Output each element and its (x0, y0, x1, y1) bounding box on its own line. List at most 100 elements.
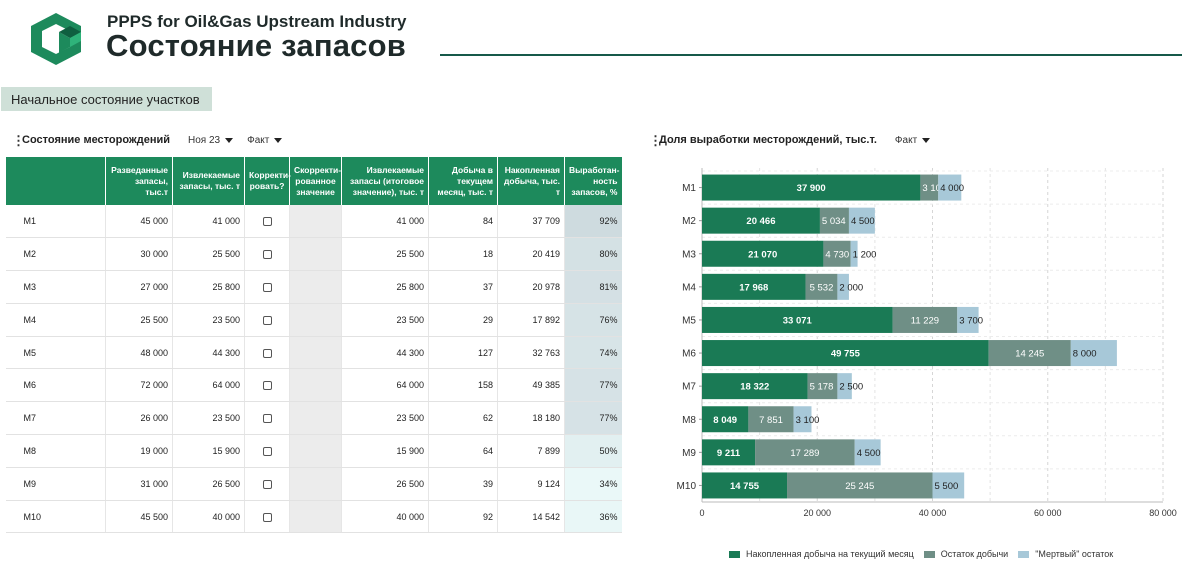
final-recoverable-cell: 25 800 (341, 270, 429, 304)
table-row[interactable]: М4 25 500 23 500 23 500 29 17 892 76% (5, 303, 622, 337)
correct-checkbox[interactable] (262, 381, 272, 391)
depletion-chart: М1 37 900 3 10 4 000 М2 20 466 5 034 4 500 М3 21 … (660, 168, 1188, 573)
field-name-cell: М6 (5, 368, 106, 403)
table-row[interactable]: М9 31 000 26 500 26 500 39 9 124 34% (5, 467, 622, 501)
explored-cell: 45 000 (105, 205, 173, 239)
table-row[interactable]: М5 48 000 44 300 44 300 127 32 763 74% (5, 336, 622, 370)
monthly-production-cell: 18 (428, 237, 498, 272)
corrected-value-input[interactable] (289, 205, 342, 239)
corrected-value-input[interactable] (289, 434, 342, 468)
fields-table: Разведанные запасы, тыс.т Извлекаемые за… (5, 157, 622, 534)
column-header[interactable]: Добыча в текущем месяц, тыс. т (428, 157, 498, 205)
correct-checkbox-cell[interactable] (244, 303, 290, 337)
month-filter-dropdown[interactable]: Ноя 23 (188, 135, 234, 146)
bar-segment (957, 306, 979, 333)
table-row[interactable]: М1 45 000 41 000 41 000 84 37 709 92% (5, 205, 622, 239)
legend-item-cumulative[interactable]: Накопленная добыча на текущий месяц (729, 549, 914, 559)
correct-checkbox-cell[interactable] (244, 467, 290, 501)
correct-checkbox[interactable] (262, 512, 272, 522)
type-filter-label: Факт (247, 134, 270, 146)
column-header[interactable]: Разведанные запасы, тыс.т (105, 157, 173, 205)
column-header[interactable]: Извлекаемые запасы, тыс. т (172, 157, 245, 205)
explored-cell: 30 000 (105, 237, 173, 272)
depletion-cell: 80% (564, 237, 622, 272)
legend-item-dead[interactable]: "Мертвый" остаток (1018, 549, 1113, 559)
corrected-value-input[interactable] (289, 237, 342, 272)
table-row[interactable]: М7 26 000 23 500 23 500 62 18 180 77% (5, 401, 622, 436)
table-row[interactable]: М6 72 000 64 000 64 000 158 49 385 77% (5, 368, 622, 403)
corrected-value-input[interactable] (289, 303, 342, 337)
correct-checkbox[interactable] (262, 348, 272, 358)
fields-panel-title: Состояние месторождений (22, 134, 171, 146)
y-tick-label: М7 (682, 382, 696, 393)
corrected-value-input[interactable] (289, 336, 342, 370)
correct-checkbox-cell[interactable] (244, 368, 290, 403)
page-title: Состояние запасов (106, 28, 407, 63)
correct-checkbox-cell[interactable] (244, 500, 290, 534)
app-title: PPPS for Oil&Gas Upstream Industry (107, 12, 407, 31)
explored-cell: 26 000 (105, 401, 173, 436)
x-tick-label: 40 000 (919, 508, 947, 518)
corrected-value-input[interactable] (289, 467, 342, 501)
recoverable-cell: 25 800 (172, 270, 245, 304)
corrected-value-input[interactable] (289, 401, 342, 436)
correct-checkbox-cell[interactable] (244, 401, 290, 436)
data-label: 5 034 (822, 216, 846, 227)
correct-checkbox-cell[interactable] (244, 237, 290, 272)
more-menu-icon[interactable]: ⋮ (12, 132, 25, 148)
correct-checkbox-cell[interactable] (244, 205, 290, 239)
correct-checkbox[interactable] (262, 414, 272, 424)
bar-segment (920, 174, 939, 201)
table-row[interactable]: М8 19 000 15 900 15 900 64 7 899 50% (5, 434, 622, 468)
field-name-cell: М2 (5, 237, 106, 272)
explored-cell: 19 000 (105, 434, 173, 468)
data-label: 7 851 (759, 415, 783, 426)
chart-type-filter-dropdown[interactable]: Факт (895, 135, 931, 146)
table-row[interactable]: М3 27 000 25 800 25 800 37 20 978 81% (5, 270, 622, 304)
column-header[interactable]: Выработан-ность запасов, % (564, 157, 622, 205)
bar-segment (755, 439, 855, 466)
correct-checkbox-cell[interactable] (244, 434, 290, 468)
correct-checkbox[interactable] (262, 479, 272, 489)
cumulative-production-cell: 14 542 (497, 500, 565, 534)
monthly-production-cell: 39 (428, 467, 498, 501)
correct-checkbox[interactable] (262, 217, 272, 227)
correct-checkbox[interactable] (262, 447, 272, 457)
recoverable-cell: 15 900 (172, 434, 245, 468)
bar-segment (702, 306, 893, 333)
bar-segment (805, 273, 838, 300)
bar-segment (702, 240, 824, 267)
corrected-value-input[interactable] (289, 270, 342, 304)
column-header[interactable]: Корректи-ровать? (244, 157, 291, 205)
y-tick-label: М1 (682, 183, 696, 194)
data-label: 4 730 (825, 249, 849, 260)
corrected-value-input[interactable] (289, 368, 342, 403)
bar-segment (702, 406, 749, 433)
column-header[interactable]: Извлекаемые запасы (итоговое значение), … (341, 157, 429, 205)
correct-checkbox[interactable] (262, 283, 272, 293)
legend-swatch (729, 550, 740, 558)
data-label: 21 070 (748, 249, 777, 260)
data-label: 2 500 (839, 382, 863, 393)
depletion-cell: 81% (564, 270, 622, 304)
type-filter-dropdown[interactable]: Факт (247, 134, 283, 146)
column-header[interactable]: Скорректи-рованное значение (289, 157, 342, 205)
table-row[interactable]: М2 30 000 25 500 25 500 18 20 419 80% (5, 237, 622, 272)
initial-state-button[interactable]: Начальное состояние участков (1, 87, 212, 111)
correct-checkbox[interactable] (262, 250, 272, 260)
monthly-production-cell: 29 (428, 303, 498, 337)
data-label: 14 245 (1015, 349, 1044, 360)
bar-segment (848, 207, 875, 234)
correct-checkbox[interactable] (262, 315, 272, 325)
monthly-production-cell: 127 (428, 336, 498, 370)
corrected-value-input[interactable] (289, 500, 342, 534)
explored-cell: 31 000 (105, 467, 173, 501)
correct-checkbox-cell[interactable] (244, 336, 290, 370)
more-menu-icon[interactable]: ⋮ (649, 132, 662, 148)
cumulative-production-cell: 9 124 (497, 467, 565, 501)
bar-segment (938, 174, 962, 201)
correct-checkbox-cell[interactable] (244, 270, 290, 304)
table-row[interactable]: М10 45 500 40 000 40 000 92 14 542 36% (5, 500, 622, 534)
column-header[interactable]: Накопленная добыча, тыс. т (497, 157, 565, 205)
legend-item-remaining[interactable]: Остаток добычи (923, 549, 1008, 559)
